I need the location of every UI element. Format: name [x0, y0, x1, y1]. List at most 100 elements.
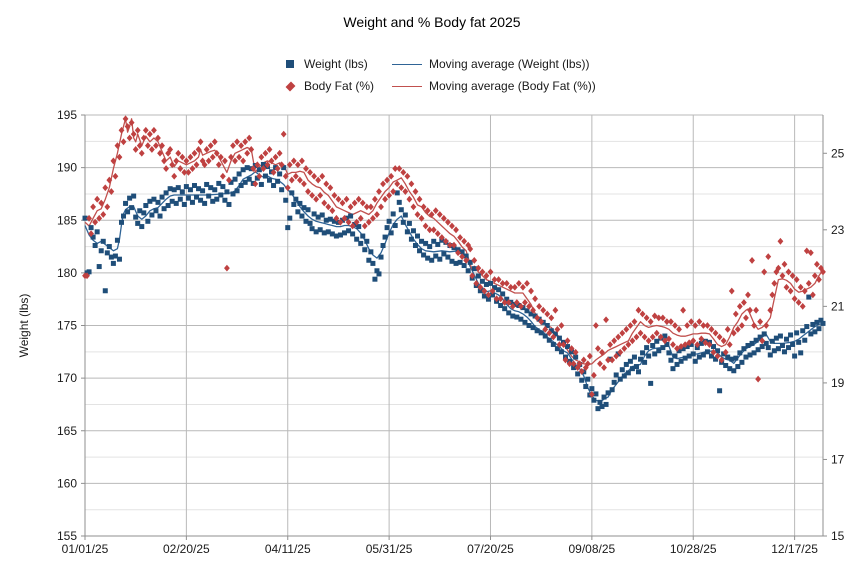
bodyfat-data-point — [155, 134, 161, 142]
weight-data-point — [331, 218, 337, 224]
weight-data-point — [735, 364, 741, 370]
y-left-tick-label: 195 — [57, 108, 77, 122]
weight-data-point — [816, 326, 822, 332]
weight-data-point — [711, 344, 717, 350]
bodyfat-data-point — [436, 211, 443, 218]
weight-data-point — [206, 193, 212, 199]
weight-data-point — [372, 276, 378, 282]
bodyfat-data-point — [730, 329, 737, 337]
legend-label-bodyfat: Body Fat (%) — [304, 79, 375, 93]
weight-data-point — [601, 394, 607, 400]
weight-data-point — [808, 331, 814, 337]
bodyfat-data-point — [797, 283, 804, 291]
weight-data-point — [528, 311, 534, 317]
bodyfat-data-point — [416, 195, 423, 203]
bodyfat-data-point — [586, 352, 593, 360]
bodyfat-data-point — [286, 161, 293, 169]
weight-data-point — [593, 391, 599, 397]
weight-data-point — [725, 354, 731, 360]
bodyfat-data-point — [215, 161, 222, 169]
weight-data-point — [538, 330, 544, 336]
weight-data-point — [242, 179, 248, 185]
bodyfat-data-point — [491, 276, 498, 283]
bodyfat-data-point — [661, 337, 668, 345]
bodyfat-data-point — [558, 322, 565, 329]
bodyfat-data-point — [126, 134, 133, 142]
bodyfat-data-point — [481, 287, 488, 295]
weight-data-point — [354, 236, 360, 242]
bodyfat-data-point — [303, 165, 309, 172]
bodyfat-data-point — [124, 123, 131, 130]
weight-data-point — [167, 186, 173, 192]
weight-data-point — [90, 234, 96, 240]
bodyfat-data-point — [445, 218, 451, 226]
bodyfat-data-point — [741, 299, 747, 306]
bodyfat-data-point — [151, 126, 157, 134]
bodyfat-data-point — [120, 138, 127, 146]
bodyfat-data-point — [264, 161, 271, 169]
bodyfat-data-point — [629, 337, 636, 345]
bodyfat-data-point — [305, 188, 311, 195]
weight-data-point — [479, 278, 485, 284]
bodyfat-data-point — [179, 153, 186, 161]
bodyfat-moving-average-line — [84, 118, 824, 366]
bodyfat-data-point — [597, 360, 603, 368]
weight-data-point — [110, 260, 116, 266]
weight-data-point — [453, 260, 459, 266]
bodyfat-data-point — [631, 318, 638, 326]
bodyfat-data-point — [325, 203, 332, 211]
bodyfat-data-point — [440, 214, 447, 222]
bodyfat-data-point — [333, 214, 340, 222]
weight-data-point — [763, 340, 769, 346]
y-left-tick-label: 155 — [57, 529, 77, 543]
weight-data-point — [796, 339, 802, 345]
weight-data-point — [350, 231, 356, 237]
bodyfat-data-point — [144, 142, 151, 150]
bodyfat-data-point — [688, 318, 695, 326]
bodyfat-data-point — [149, 146, 155, 153]
weight-data-point — [408, 236, 414, 242]
bodyfat-data-point — [785, 268, 792, 276]
bodyfat-data-point — [274, 165, 281, 172]
weight-data-point — [794, 330, 800, 336]
bodyfat-data-point — [706, 341, 713, 349]
weight-data-point — [100, 238, 106, 244]
x-tick-label: 05/31/25 — [366, 542, 413, 556]
weight-data-point — [613, 372, 619, 378]
weight-data-point — [524, 308, 530, 314]
y-left-tick-label: 170 — [57, 371, 77, 385]
bodyfat-data-point — [801, 287, 808, 295]
bodyfat-data-point — [765, 253, 772, 261]
bodyfat-data-point — [524, 280, 530, 287]
bodyfat-data-point — [288, 176, 295, 184]
bodyfat-data-point — [463, 257, 470, 264]
bodyfat-data-point — [108, 188, 115, 195]
bodyfat-data-point — [694, 341, 701, 349]
bodyfat-data-point — [777, 237, 784, 245]
weight-data-point — [198, 197, 204, 203]
weight-data-point — [802, 337, 808, 343]
bodyfat-data-point — [734, 325, 741, 333]
weight-data-point — [445, 254, 451, 260]
weight-data-point — [698, 340, 704, 346]
weight-data-point — [135, 220, 141, 226]
bodyfat-data-point — [341, 214, 348, 222]
bodyfat-data-point — [576, 360, 583, 368]
weight-data-point — [342, 230, 348, 236]
weight-data-point — [348, 213, 354, 219]
weight-data-point — [591, 397, 597, 403]
weight-data-point — [530, 325, 536, 331]
weight-data-point — [619, 367, 625, 373]
bodyfat-data-point — [643, 314, 650, 322]
bodyfat-data-point — [343, 195, 350, 203]
weight-data-point — [755, 347, 761, 353]
bodyfat-data-point — [712, 329, 719, 337]
bodyfat-data-point — [690, 337, 697, 345]
bodyfat-data-point — [479, 268, 486, 276]
weight-data-point — [254, 175, 260, 181]
bodyfat-data-point — [635, 306, 642, 314]
weight-data-point — [386, 218, 392, 224]
bodyfat-data-point — [146, 130, 153, 138]
bodyfat-data-point — [175, 149, 182, 157]
weight-data-point — [281, 165, 287, 171]
